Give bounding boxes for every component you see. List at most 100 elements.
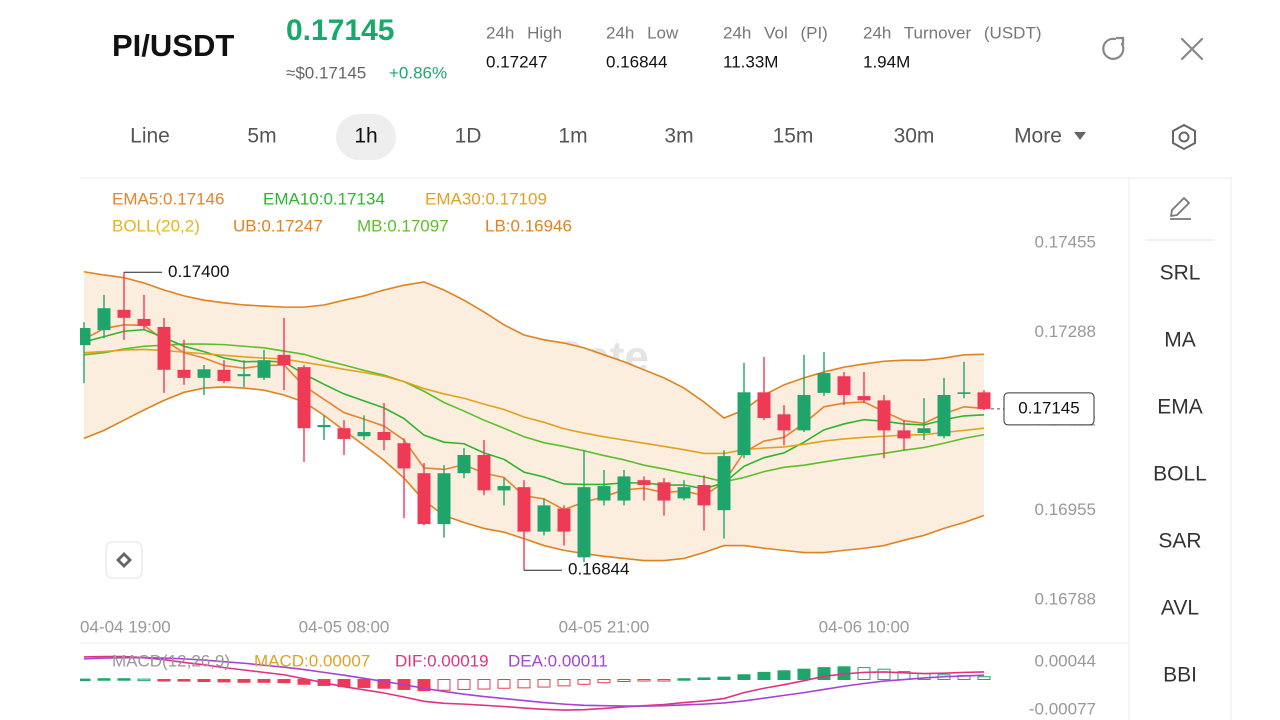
macd-bar xyxy=(597,679,611,684)
candle-body xyxy=(317,425,331,428)
dropdown-arrow xyxy=(1074,132,1086,140)
stat-value: 11.33M xyxy=(723,52,778,71)
macd-bar xyxy=(577,679,591,685)
timeframe-tab[interactable]: Line xyxy=(130,125,170,148)
legend-entry: MACD:0.00007 xyxy=(254,651,370,670)
macd-bar xyxy=(197,679,211,682)
candle-body xyxy=(137,318,151,326)
stat-value: 1.94M xyxy=(863,52,910,71)
indicator-line xyxy=(83,343,985,483)
candle-body xyxy=(857,396,871,401)
candle-body xyxy=(917,428,931,434)
macd-bar xyxy=(977,676,991,681)
timeframe-tab[interactable]: 1m xyxy=(558,125,587,148)
macd-bar xyxy=(177,679,191,682)
min-label: 0.16844 xyxy=(568,560,629,579)
x-tick-label: 04-06 10:00 xyxy=(819,617,910,636)
candle-body xyxy=(737,392,751,456)
pair-title: PI/USDT xyxy=(112,28,234,63)
candle-body xyxy=(217,369,231,382)
candle-body xyxy=(637,480,651,486)
timeframe-tab[interactable]: 15m xyxy=(773,125,814,148)
indicator-button[interactable]: SRL xyxy=(1160,262,1201,285)
macd-bar xyxy=(117,678,131,681)
candle-body xyxy=(597,486,611,501)
last-price: 0.17145 xyxy=(286,14,394,47)
macd-bar xyxy=(217,679,231,683)
macd-bar xyxy=(157,679,171,682)
macd-bar xyxy=(777,670,791,681)
macd-bar xyxy=(257,679,271,683)
overlay: 0.174550.172880.171220.169550.1678804-04… xyxy=(80,189,1096,718)
y-tick-label: -0.00077 xyxy=(1029,700,1096,719)
stat-value: 0.16844 xyxy=(606,52,667,71)
indicator-button[interactable]: BBI xyxy=(1163,664,1197,687)
macd-bar xyxy=(657,679,671,682)
candle-body xyxy=(397,443,411,469)
indicator-line xyxy=(83,324,985,511)
timeframe-tab[interactable]: 3m xyxy=(664,125,693,148)
timeframe-tab[interactable]: 5m xyxy=(247,125,276,148)
macd-bar xyxy=(797,668,811,681)
legend-entry: DEA:0.00011 xyxy=(508,651,608,670)
macd-bar xyxy=(637,679,651,682)
settings-icon xyxy=(1172,123,1196,151)
timeframe-tab[interactable]: 1h xyxy=(354,125,377,148)
candle-body xyxy=(877,400,891,431)
candle-body xyxy=(697,485,711,506)
tool-icon xyxy=(116,552,132,568)
indicator-button[interactable]: SAR xyxy=(1158,530,1201,553)
stat-label: 24h High xyxy=(486,23,562,42)
candle-body xyxy=(517,487,531,532)
indicator-button[interactable]: BOLL xyxy=(1153,463,1207,486)
indicator-line xyxy=(83,328,985,490)
edit-button[interactable] xyxy=(1170,197,1191,220)
max-label: 0.17400 xyxy=(168,262,229,281)
legend-entry: MB:0.17097 xyxy=(357,216,449,235)
candle-body xyxy=(157,326,171,370)
refresh-button[interactable] xyxy=(1102,36,1125,60)
candle-body xyxy=(957,392,971,394)
candle-body xyxy=(657,482,671,501)
candle-body xyxy=(577,487,591,558)
macd-bar xyxy=(537,679,551,688)
timeframe-tab[interactable]: 30m xyxy=(894,125,935,148)
y-tick-label: 0.16788 xyxy=(1035,590,1096,609)
indicator-line xyxy=(83,656,985,707)
indicator-button[interactable]: MA xyxy=(1164,329,1196,352)
macd-bar xyxy=(517,679,531,689)
indicator-button[interactable]: AVL xyxy=(1161,597,1199,620)
candle-body xyxy=(177,369,191,378)
usd-price: ≈$0.17145 xyxy=(286,63,366,82)
stat-value: 0.17247 xyxy=(486,52,547,71)
macd-bar xyxy=(497,679,511,689)
candle-body xyxy=(717,456,731,511)
macd-bar xyxy=(477,679,491,690)
timeframe-tabs: Line 5m 1h 1D 1m 3m 15m 30m More xyxy=(130,114,1196,160)
close-button[interactable] xyxy=(1180,37,1204,61)
stat-label: 24h Turnover (USDT) xyxy=(863,23,1042,42)
candle-body xyxy=(197,369,211,378)
macd-bar xyxy=(677,678,691,681)
timeframe-tab[interactable]: More xyxy=(1014,125,1062,148)
indicator-line xyxy=(83,348,985,455)
indicator-sidebar xyxy=(1128,177,1232,720)
legend-entry: EMA10:0.17134 xyxy=(263,189,385,208)
candle-body xyxy=(477,455,491,491)
y-tick-label: 0.17288 xyxy=(1035,322,1096,341)
candle-body xyxy=(557,508,571,532)
candle-body xyxy=(897,430,911,439)
candle-body xyxy=(297,367,311,429)
macd-bar xyxy=(417,679,431,692)
legend-entry: EMA30:0.17109 xyxy=(425,189,547,208)
candle-body xyxy=(777,414,791,431)
indicator-line xyxy=(83,655,985,711)
macd-bar xyxy=(437,679,451,691)
settings-button[interactable] xyxy=(1172,123,1196,151)
macd-bar xyxy=(617,679,631,682)
timeframe-tab[interactable]: 1D xyxy=(455,125,482,148)
indicator-line xyxy=(83,270,985,419)
indicator-button[interactable]: EMA xyxy=(1157,396,1203,419)
chart-tool-button[interactable] xyxy=(105,541,143,579)
macd-bar xyxy=(737,674,751,681)
